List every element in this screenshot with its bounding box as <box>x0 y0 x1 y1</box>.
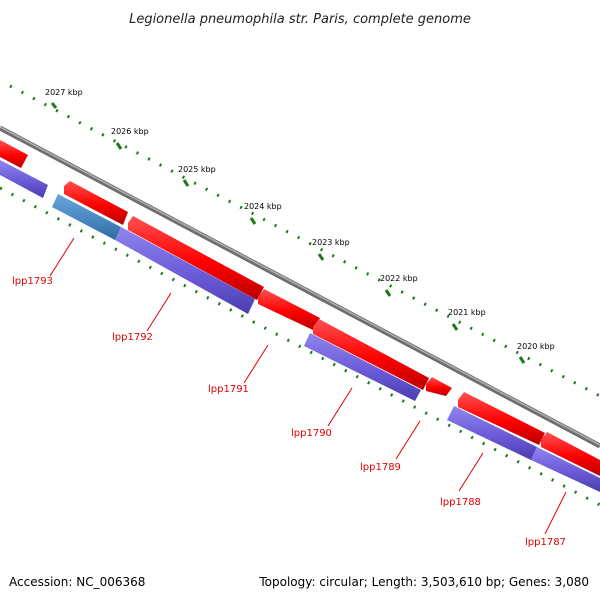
gene-leader-line <box>243 344 269 384</box>
genome-backbone-highlight <box>0 126 600 446</box>
cds-forward[interactable] <box>258 289 320 330</box>
gene-labels: lpp1793 lpp1792 lpp1791 lpp1790 lpp1789 … <box>12 276 566 548</box>
kbp-tick <box>451 323 459 331</box>
kbp-label: 2023 kbp <box>312 238 350 247</box>
gene-leader-line <box>327 387 353 427</box>
cds-reverse[interactable] <box>531 447 600 492</box>
cds-reverse[interactable] <box>304 333 421 401</box>
gene-leader-line <box>458 452 484 492</box>
map-title: Legionella pneumophila str. Paris, compl… <box>129 12 471 27</box>
gene-leader-line <box>544 491 567 535</box>
kbp-scale: 2027 kbp 2026 kbp 2025 kbp 2024 kbp 2023… <box>45 88 555 364</box>
kbp-tick <box>115 142 123 150</box>
cds-forward[interactable] <box>426 377 452 396</box>
cds-forward[interactable] <box>313 319 429 390</box>
cds-forward[interactable] <box>541 432 600 476</box>
forward-strand <box>0 140 600 476</box>
gene-leader-line <box>146 292 172 332</box>
kbp-tick <box>317 253 325 261</box>
inner-tick-ring <box>0 186 600 507</box>
outer-tick-ring <box>9 84 600 398</box>
kbp-label: 2022 kbp <box>380 274 418 283</box>
kbp-label: 2024 kbp <box>244 202 282 211</box>
kbp-tick <box>518 356 526 364</box>
kbp-label: 2025 kbp <box>178 165 216 174</box>
kbp-tick <box>182 179 190 187</box>
gene-label-lpp1787[interactable]: lpp1787 <box>525 537 566 548</box>
cds-forward[interactable] <box>0 140 28 168</box>
genome-summary-text: Topology: circular; Length: 3,503,610 bp… <box>258 575 589 589</box>
gene-label-lpp1789[interactable]: lpp1789 <box>360 462 401 473</box>
kbp-tick <box>50 102 58 109</box>
gene-leaders <box>49 237 567 535</box>
gene-label-lpp1793[interactable]: lpp1793 <box>12 276 53 287</box>
gene-leader-line <box>395 420 421 460</box>
gene-label-lpp1791[interactable]: lpp1791 <box>208 384 249 395</box>
kbp-label: 2027 kbp <box>45 88 83 97</box>
kbp-tick <box>249 217 257 225</box>
gene-label-lpp1790[interactable]: lpp1790 <box>291 428 332 439</box>
genome-backbone <box>0 125 600 449</box>
reverse-strand <box>0 160 600 492</box>
gene-leader-line <box>49 237 75 277</box>
accession-text: Accession: NC_006368 <box>9 575 145 589</box>
gene-label-lpp1788[interactable]: lpp1788 <box>440 497 481 508</box>
cds-reverse[interactable] <box>115 227 255 314</box>
kbp-label: 2021 kbp <box>448 308 486 317</box>
cds-forward[interactable] <box>64 181 128 225</box>
cds-forward[interactable] <box>458 392 545 445</box>
kbp-label: 2026 kbp <box>111 127 149 136</box>
cds-reverse[interactable] <box>447 406 537 460</box>
cds-reverse[interactable] <box>0 160 48 198</box>
cds-reverse-highlighted[interactable] <box>52 194 121 240</box>
gene-label-lpp1792[interactable]: lpp1792 <box>112 332 153 343</box>
cds-forward[interactable] <box>128 216 264 300</box>
kbp-tick <box>384 289 392 297</box>
kbp-label: 2020 kbp <box>517 342 555 351</box>
